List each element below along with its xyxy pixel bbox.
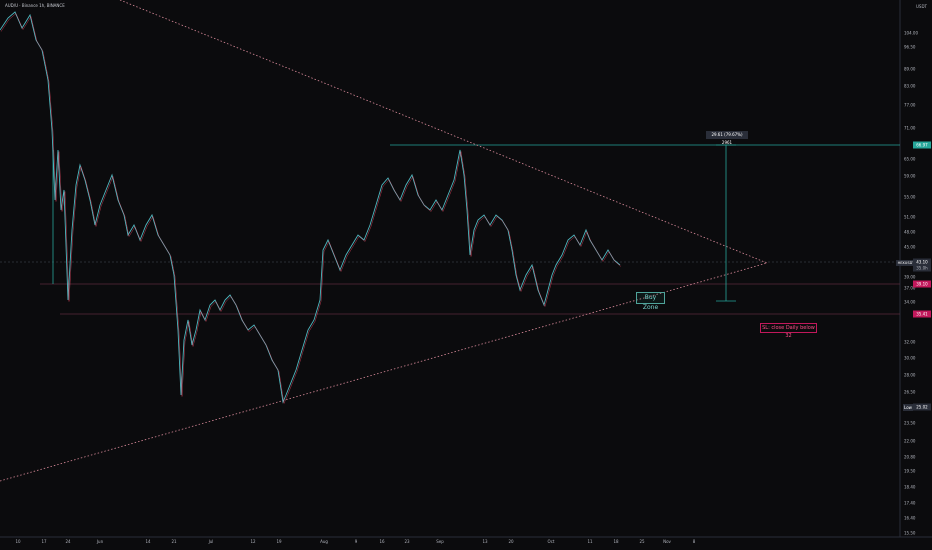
time-axis[interactable] <box>0 537 900 550</box>
currency-label: USDT <box>916 4 927 9</box>
price-tick-label: 104.00 <box>904 30 918 36</box>
time-tick-label: Nov <box>663 539 671 544</box>
price-tick-label: 59.00 <box>904 173 916 179</box>
price-tick-label: 65.00 <box>904 156 916 162</box>
time-tick-label: 19 <box>276 539 282 544</box>
price-tick-label: 30.00 <box>904 355 916 361</box>
time-tick-label: 21 <box>171 539 177 544</box>
time-tick-label: 23 <box>404 539 410 544</box>
time-tick-label: 9 <box>354 539 358 544</box>
price-tick-label: 23.50 <box>904 420 916 426</box>
symbol-title[interactable]: AUD/U · Binance 1h, BINANCE <box>5 3 65 8</box>
time-tick-label: 13 <box>482 539 488 544</box>
price-tick-label: 51.00 <box>904 214 916 220</box>
price-tick-label: 55.00 <box>904 194 916 200</box>
time-tick-label: 24 <box>65 539 71 544</box>
price-series-down <box>0 13 622 405</box>
current-price-countdown: 35.0h <box>913 264 931 272</box>
low-tag: Low <box>903 404 913 411</box>
time-tick-label: Sep <box>436 539 444 544</box>
price-tick-label: 17.40 <box>904 500 916 506</box>
price-tick-label: 20.80 <box>904 454 916 460</box>
price-tick-label: 71.00 <box>904 125 916 131</box>
price-tick-label: 16.40 <box>904 515 916 521</box>
time-tick-label: 16 <box>379 539 385 544</box>
buy-level-label: 39.10 <box>913 280 931 288</box>
current-price-label: 43.10 <box>913 258 931 266</box>
time-tick-label: 25 <box>639 539 645 544</box>
lower-level-label: 35.41 <box>913 310 931 318</box>
price-tick-label: 77.00 <box>904 102 916 108</box>
time-tick-label: 20 <box>508 539 514 544</box>
stop-loss-note[interactable]: SL: close Daily below 32 <box>760 323 817 339</box>
price-tick-label: 18.40 <box>904 484 916 490</box>
time-tick-label: Aug <box>320 539 328 544</box>
price-tick-label: 45.00 <box>904 244 916 250</box>
price-tick-label: 34.00 <box>904 299 916 305</box>
buy-zone-note[interactable]: Buy Zone <box>636 292 665 311</box>
time-tick-label: 17 <box>41 539 47 544</box>
time-tick-label: 10 <box>15 539 21 544</box>
price-tick-label: 96.50 <box>904 44 916 50</box>
price-tick-label: 48.00 <box>904 229 916 235</box>
time-tick-label: 11 <box>587 539 593 544</box>
price-tick-label: 89.00 <box>904 66 916 72</box>
time-tick-label: Oct <box>547 539 555 544</box>
low-value-label: 25.02 <box>913 403 931 411</box>
time-tick-label: 14 <box>145 539 151 544</box>
price-tick-label: 32.00 <box>904 339 916 345</box>
price-tick-label: 26.50 <box>904 389 916 395</box>
price-tick-label: 22.00 <box>904 438 916 444</box>
time-tick-label: 8 <box>692 539 696 544</box>
time-tick-label: 18 <box>613 539 619 544</box>
price-tick-label: 37.00 <box>904 285 916 291</box>
price-series-up <box>0 11 621 404</box>
time-tick-label: 12 <box>250 539 256 544</box>
price-tick-label: 15.50 <box>904 530 916 536</box>
time-tick-label: Jun <box>96 539 104 544</box>
price-tick-label: 83.00 <box>904 83 916 89</box>
price-tick-label: 39.00 <box>904 274 916 280</box>
current-symbol-tag: HEXUSDT <box>896 260 916 266</box>
measure-tool-label[interactable]: 29.61 (79.67%) 2961 <box>706 131 748 145</box>
price-tick-label: 19.50 <box>904 468 916 474</box>
price-tick-label: 28.00 <box>904 372 916 378</box>
time-tick-label: Jul <box>208 539 214 544</box>
target-price-label: 66.97 <box>913 141 931 149</box>
upper-trendline <box>119 0 768 264</box>
